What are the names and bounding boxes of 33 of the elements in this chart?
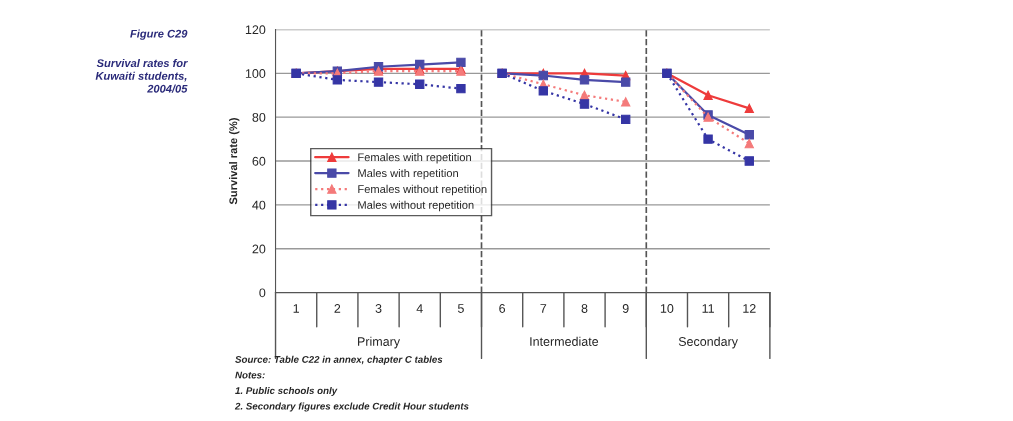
y-tick-label: 60 [252,156,266,166]
y-tick-label: 120 [245,25,266,35]
text: 2. Secondary figures exclude Credit Hour students [234,402,469,412]
y-axis-title: Survival rate (%) [229,118,240,205]
x-tick-label: 1 [293,304,299,313]
x-tick-label: 8 [581,304,588,313]
legend-label: Males with repetition [358,168,458,180]
x-tick-label: 2 [334,304,341,313]
x-tick-label: 11 [702,304,714,313]
text: Figure C29 [130,29,188,40]
legend-label: Males without repetition [358,200,474,212]
text: 1. Public schools only [235,386,338,396]
x-tick-label: 10 [660,304,674,313]
x-tick-label: 5 [457,304,464,313]
y-tick-label: 80 [252,112,266,122]
text: Notes: [235,371,265,379]
text: Intermediate [530,336,599,346]
y-tick-label: 0 [259,288,266,298]
y-tick-label: 100 [245,69,266,78]
x-tick-label: 6 [499,304,506,313]
x-tick-label: 4 [416,304,423,313]
text: Primary [358,336,401,349]
x-tick-label: 3 [375,304,382,313]
x-tick-label: 9 [622,304,629,313]
x-tick-label: 7 [540,304,547,313]
y-tick-label: 20 [252,244,266,254]
x-tick-label: 12 [743,304,756,313]
legend-label: Females with repetition [358,153,471,164]
text: Secondary [678,336,738,349]
legend-label: Females without repetition [358,184,487,196]
text: Survival rates for Kuwaiti students, 2004/05 [95,58,188,93]
y-tick-label: 40 [252,200,266,210]
source-note: Source: Table C22 in annex, chapter C tables [235,355,443,365]
